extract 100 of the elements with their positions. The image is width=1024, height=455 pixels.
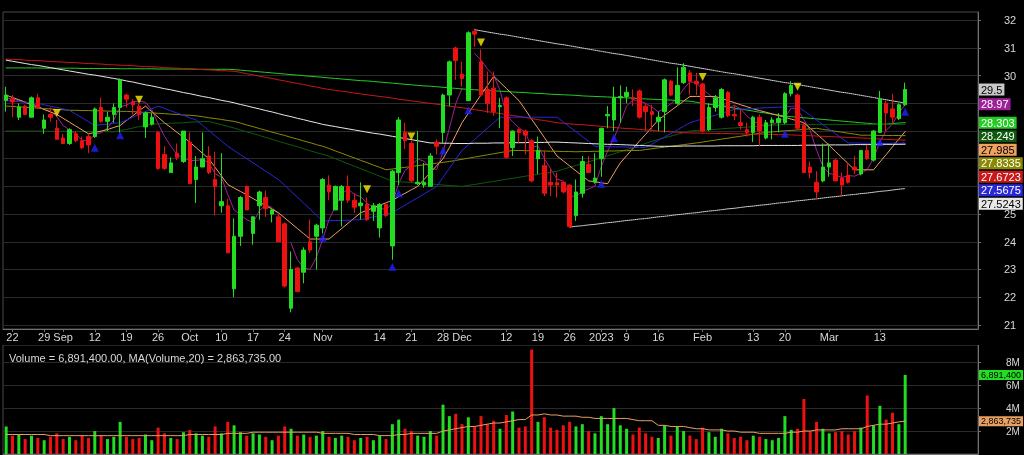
candlestick xyxy=(586,155,591,174)
bar xyxy=(637,427,641,454)
candlestick xyxy=(434,138,439,156)
bar xyxy=(777,437,781,454)
candlestick xyxy=(10,94,15,118)
bar xyxy=(587,431,591,454)
point xyxy=(52,109,61,118)
candlestick xyxy=(131,98,135,115)
candlestick xyxy=(605,105,610,129)
candlestick xyxy=(884,100,888,132)
bar xyxy=(694,439,698,454)
candlestick xyxy=(764,119,768,140)
x-tick-label: 12 xyxy=(88,330,101,343)
text: 27.6723 xyxy=(981,170,1021,183)
bar xyxy=(802,398,806,454)
candlestick xyxy=(460,61,464,88)
x-tick-label: 29 xyxy=(38,330,51,343)
bar xyxy=(257,434,261,454)
bar xyxy=(86,437,90,454)
bar xyxy=(181,432,185,454)
candlestick xyxy=(599,127,604,178)
y-tick-label: 6M xyxy=(1006,379,1020,391)
bar xyxy=(796,428,800,454)
candlestick xyxy=(814,170,819,200)
bar xyxy=(302,434,306,454)
bar xyxy=(834,432,838,454)
candlestick xyxy=(352,192,357,214)
x-tick-label: 10 xyxy=(215,330,228,343)
candlestick xyxy=(871,129,876,162)
bar xyxy=(175,439,179,454)
candlestick xyxy=(504,95,509,160)
candlestick xyxy=(327,174,331,201)
candlestick xyxy=(757,113,762,147)
text: 27.5243 xyxy=(981,197,1021,210)
line-series xyxy=(5,100,906,222)
candlestick xyxy=(29,95,34,118)
text: 29.5 xyxy=(981,83,1003,96)
bar xyxy=(568,421,572,454)
bar xyxy=(897,424,901,454)
x-tick-label: 20 xyxy=(778,330,792,343)
candlestick xyxy=(61,133,65,145)
bar xyxy=(884,419,888,454)
bar xyxy=(238,432,242,454)
y-tick-label: 25 xyxy=(1004,208,1017,221)
bar xyxy=(143,434,147,454)
bar xyxy=(758,436,762,454)
bar xyxy=(720,428,724,454)
bar xyxy=(454,413,458,454)
x-tick-label: 13 xyxy=(873,330,886,343)
bar xyxy=(523,426,527,454)
candlestick xyxy=(55,119,59,140)
candlestick xyxy=(251,215,255,246)
candlestick xyxy=(675,66,680,106)
bar xyxy=(207,436,211,454)
bar xyxy=(48,436,52,454)
candlestick xyxy=(415,130,420,186)
candlestick xyxy=(42,113,46,135)
candlestick xyxy=(447,59,452,107)
text: 28.303 xyxy=(981,116,1015,129)
candlestick xyxy=(453,46,458,81)
candlestick xyxy=(852,155,857,175)
bar xyxy=(409,431,413,454)
y-tick-label: 30 xyxy=(1004,69,1017,82)
bar xyxy=(251,433,255,454)
bar xyxy=(352,440,356,454)
y-tick-label: 23 xyxy=(1004,263,1017,276)
bar xyxy=(213,426,217,454)
candlestick xyxy=(17,102,21,121)
x-tick-label: 28 xyxy=(436,330,450,343)
text: 28.97 xyxy=(981,98,1009,111)
candlestick xyxy=(270,208,274,223)
candlestick xyxy=(580,155,585,198)
line-series xyxy=(474,29,906,104)
candlestick xyxy=(827,143,831,178)
bar xyxy=(29,435,33,454)
bar xyxy=(137,437,141,454)
point xyxy=(439,146,448,155)
text: 27.985 xyxy=(981,143,1015,156)
bar xyxy=(713,436,717,454)
point xyxy=(477,38,485,47)
candlestick xyxy=(523,129,528,156)
bar xyxy=(74,440,78,454)
y-tick-label: 4M xyxy=(1006,402,1020,414)
y-tick-label: 31 xyxy=(1004,41,1017,54)
candlestick xyxy=(301,246,306,284)
line-series xyxy=(569,188,906,228)
bar xyxy=(67,436,71,454)
bar xyxy=(536,421,540,454)
candlestick xyxy=(162,145,167,171)
candlestick xyxy=(833,158,838,182)
candlestick xyxy=(245,185,249,211)
candlestick xyxy=(207,145,211,175)
bar xyxy=(821,428,825,454)
bar xyxy=(688,435,692,454)
line-series xyxy=(5,75,906,240)
candlestick xyxy=(346,174,350,204)
candlestick xyxy=(143,111,148,139)
candlestick xyxy=(574,179,578,222)
bar xyxy=(827,433,831,454)
x-tick-label: Nov xyxy=(312,330,333,343)
